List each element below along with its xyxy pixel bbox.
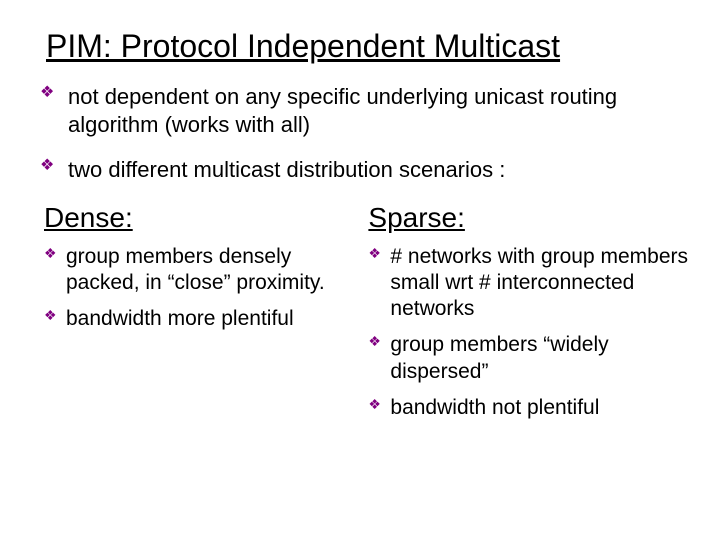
sparse-list: # networks with group members small wrt … xyxy=(364,244,697,422)
two-column-region: Dense: group members densely packed, in … xyxy=(40,202,680,432)
list-item: not dependent on any specific underlying… xyxy=(40,83,680,138)
top-bullet-list: not dependent on any specific underlying… xyxy=(40,83,680,184)
sparse-heading: Sparse: xyxy=(368,202,697,234)
sparse-column: Sparse: # networks with group members sm… xyxy=(364,202,697,432)
slide: PIM: Protocol Independent Multicast not … xyxy=(0,0,720,540)
dense-column: Dense: group members densely packed, in … xyxy=(40,202,334,432)
list-item: group members “widely dispersed” xyxy=(364,332,697,385)
list-item: bandwidth not plentiful xyxy=(364,395,697,421)
list-item: group members densely packed, in “close”… xyxy=(40,244,334,297)
dense-heading: Dense: xyxy=(44,202,334,234)
dense-list: group members densely packed, in “close”… xyxy=(40,244,334,333)
list-item: two different multicast distribution sce… xyxy=(40,156,680,184)
slide-title: PIM: Protocol Independent Multicast xyxy=(46,28,680,65)
list-item: # networks with group members small wrt … xyxy=(364,244,697,323)
list-item: bandwidth more plentiful xyxy=(40,306,334,332)
